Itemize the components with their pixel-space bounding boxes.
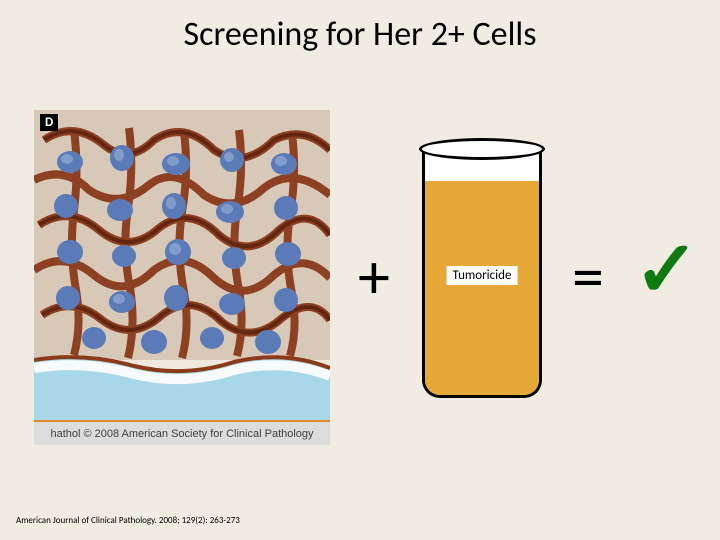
vial-label: Tumoricide <box>447 266 518 285</box>
vial: Tumoricide <box>422 138 542 398</box>
vial-fluid <box>425 181 539 395</box>
equals-operator: = <box>572 238 604 316</box>
plus-operator: + <box>358 238 390 316</box>
citation: American Journal of Clinical Pathology. … <box>16 515 240 526</box>
histology-panel: D hathol © 2008 American Society for Cli… <box>34 110 330 445</box>
checkmark-icon: ✓ <box>634 222 699 317</box>
slide-title: Screening for Her 2+ Cells <box>0 14 720 55</box>
vial-rim <box>419 138 545 160</box>
histology-panel-label: D <box>40 114 58 131</box>
histology-copyright: hathol © 2008 American Society for Clini… <box>34 420 330 445</box>
histology-image <box>34 110 330 420</box>
